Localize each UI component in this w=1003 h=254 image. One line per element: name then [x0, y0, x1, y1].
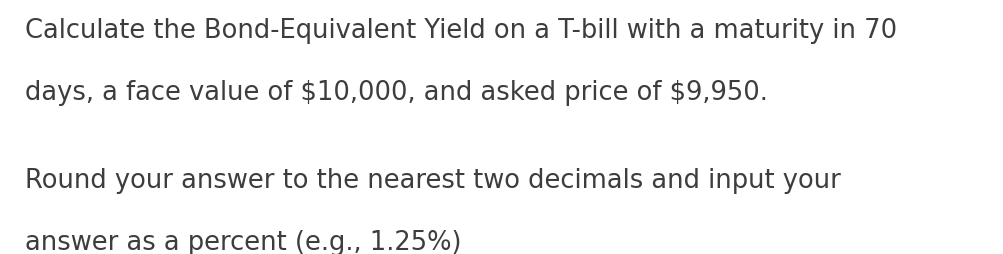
Text: days, a face value of \$10,000, and asked price of \$9,950.: days, a face value of \$10,000, and aske… — [25, 80, 767, 106]
Text: Calculate the Bond-Equivalent Yield on a T-bill with a maturity in 70: Calculate the Bond-Equivalent Yield on a… — [25, 18, 897, 44]
Text: answer as a percent (e.g., 1.25%): answer as a percent (e.g., 1.25%) — [25, 230, 461, 254]
Text: Round your answer to the nearest two decimals and input your: Round your answer to the nearest two dec… — [25, 168, 841, 194]
